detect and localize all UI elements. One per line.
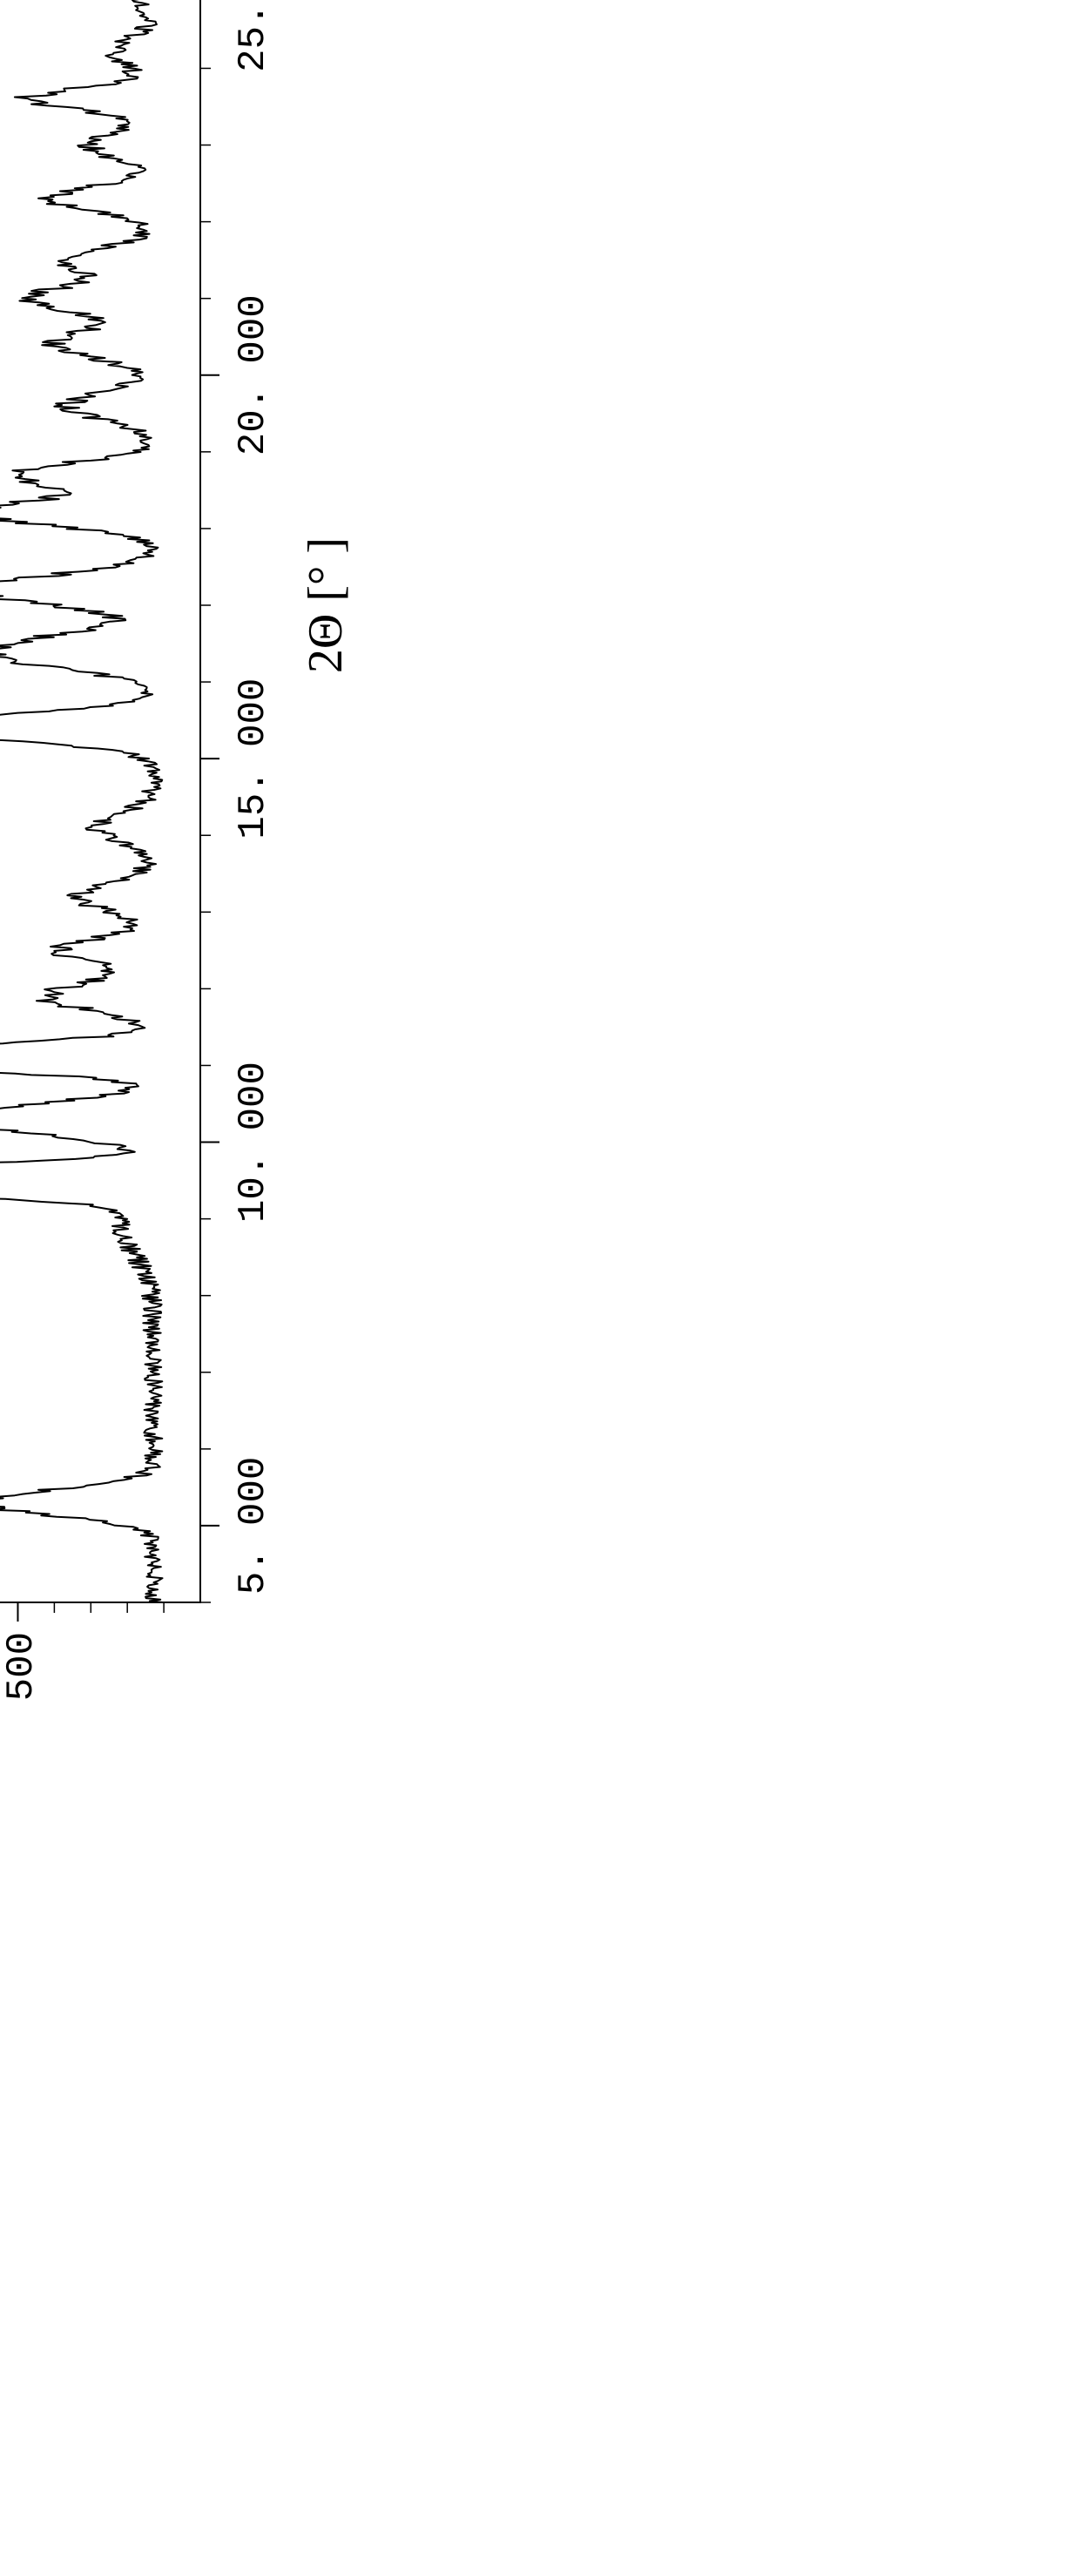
x-tick-label: 10. 000 — [232, 1062, 275, 1223]
y-tick-label: 500 — [0, 1632, 44, 1701]
x-axis-label: 2Θ [° ] — [299, 537, 353, 673]
chart-background — [0, 0, 357, 1838]
x-tick-label: 5. 000 — [232, 1457, 275, 1595]
x-tick-label: 20. 000 — [232, 294, 275, 455]
xrd-chart-svg: 5. 00010. 00015. 00020. 00025. 00030. 00… — [0, 0, 357, 1838]
x-tick-label: 25. 000 — [232, 0, 275, 72]
x-tick-label: 15. 000 — [232, 678, 275, 840]
xrd-chart: 5. 00010. 00015. 00020. 00025. 00030. 00… — [0, 880, 1073, 1838]
